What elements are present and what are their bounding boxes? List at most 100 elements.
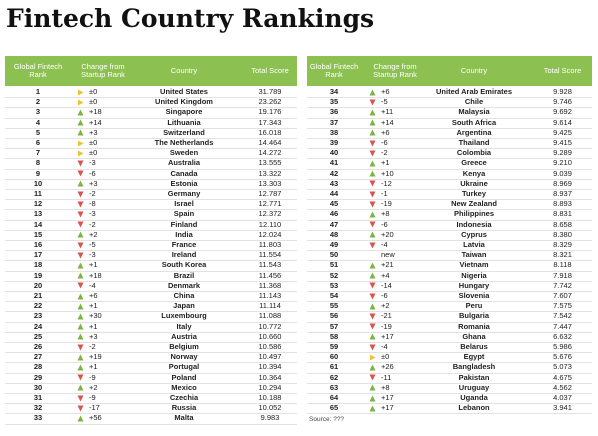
change: +1: [89, 362, 98, 372]
change-arrow: [77, 374, 84, 381]
score: 5.986: [553, 342, 572, 351]
country: Norway: [170, 352, 198, 362]
change-arrow: [77, 272, 84, 279]
change: +1: [89, 321, 98, 331]
row: 29 -9 Poland 10.364: [5, 373, 297, 384]
change: +17: [381, 393, 394, 402]
change: +3: [89, 331, 98, 341]
row: 52 +4 Nigeria 7.918: [307, 271, 592, 282]
change: -19: [381, 199, 392, 209]
change-arrow: [78, 89, 84, 96]
change: +1: [89, 260, 98, 270]
arrow-shape: [369, 201, 376, 208]
row: 41 +1 Greece 9.210: [307, 158, 592, 170]
score: 11.088: [258, 311, 282, 321]
change-arrow: [77, 160, 84, 167]
row: 13 -3 Spain 12.372: [5, 209, 297, 221]
score: 9.415: [553, 138, 572, 147]
rank: 57: [329, 321, 339, 331]
change-arrow: [77, 323, 84, 330]
change-arrow: [369, 262, 376, 269]
country: Singapore: [165, 107, 203, 117]
change-arrow: [369, 231, 376, 238]
change: +11: [381, 107, 394, 117]
row: 51 +21 Vietnam 8.118: [307, 260, 592, 272]
arrow-shape: [77, 242, 84, 249]
score: 9.210: [553, 158, 572, 168]
change-arrow: [369, 89, 376, 96]
change-arrow: [369, 129, 376, 136]
score: 8.118: [553, 260, 572, 270]
country: Mexico: [171, 382, 197, 392]
change: +2: [381, 301, 390, 311]
arrow-shape: [77, 211, 84, 218]
row: 53 -14 Hungary 7.742: [307, 281, 592, 292]
change-arrow: [77, 344, 84, 351]
rank: 38: [329, 127, 339, 137]
score: 10.294: [258, 382, 282, 392]
score: 13.555: [258, 158, 282, 168]
score: 11.143: [258, 291, 282, 300]
rank: 23: [33, 311, 43, 321]
score: 11.114: [259, 301, 281, 311]
row: 55 +2 Peru 7.575: [307, 301, 592, 313]
country: Lithuania: [167, 117, 201, 127]
change-arrow: [77, 109, 84, 116]
country: Malta: [174, 413, 194, 423]
change-arrow: [77, 364, 84, 371]
rank: 45: [329, 199, 339, 209]
rank: 61: [329, 362, 339, 372]
arrow-shape: [369, 405, 376, 412]
change: +6: [381, 127, 390, 137]
score: 9.928: [553, 87, 572, 96]
change: +2: [89, 229, 98, 239]
arrow-shape: [369, 384, 376, 391]
arrow-shape: [77, 119, 84, 126]
header-cell: Country: [460, 66, 488, 75]
change-arrow: [369, 323, 376, 330]
arrow-shape: [369, 293, 376, 300]
rank: 5: [35, 127, 41, 137]
row: 4 +14 Lithuania 17.343: [5, 118, 297, 129]
score: 8.321: [553, 250, 572, 260]
score: 17.343: [258, 117, 282, 127]
change-arrow: [77, 252, 84, 259]
country: United States: [160, 87, 208, 96]
country: Latvia: [463, 240, 485, 249]
change-arrow: [369, 180, 376, 187]
arrow-shape: [77, 191, 84, 198]
rank: 48: [329, 229, 339, 239]
change: -3: [89, 158, 96, 168]
country: Philippines: [453, 209, 494, 219]
change: ±0: [89, 87, 98, 96]
rank: 37: [329, 117, 339, 127]
change: +4: [381, 270, 390, 280]
rank: 11: [34, 189, 42, 198]
row: 8 -3 Australia 13.555: [5, 158, 297, 170]
score: 8.969: [553, 178, 572, 188]
country: Luxembourg: [161, 311, 207, 321]
change-arrow: [369, 384, 376, 391]
country: Lebanon: [458, 403, 490, 413]
change: +2: [89, 382, 98, 392]
rank: 26: [33, 342, 43, 351]
country: Russia: [171, 403, 197, 413]
change: +3: [89, 127, 98, 137]
row: 17 -3 Ireland 11.554: [5, 250, 297, 262]
change-arrow: [369, 109, 376, 116]
arrow-shape: [369, 344, 376, 351]
arrow-shape: [77, 201, 84, 208]
arrow-shape: [77, 364, 84, 371]
change-arrow: [77, 119, 84, 126]
change: -2: [381, 148, 388, 158]
row: 5 +3 Switzerland 16.018: [5, 128, 297, 139]
country: South Africa: [451, 117, 497, 127]
change-arrow: [77, 303, 84, 310]
row: 39 -6 Thailand 9.415: [307, 138, 592, 150]
row: 7 ±0 Sweden 14.272: [5, 148, 297, 160]
score: 13.322: [258, 168, 282, 178]
arrow-shape: [369, 89, 376, 96]
score: 11.456: [258, 270, 282, 280]
row: 65 +17 Lebanon 3.941: [307, 403, 592, 415]
